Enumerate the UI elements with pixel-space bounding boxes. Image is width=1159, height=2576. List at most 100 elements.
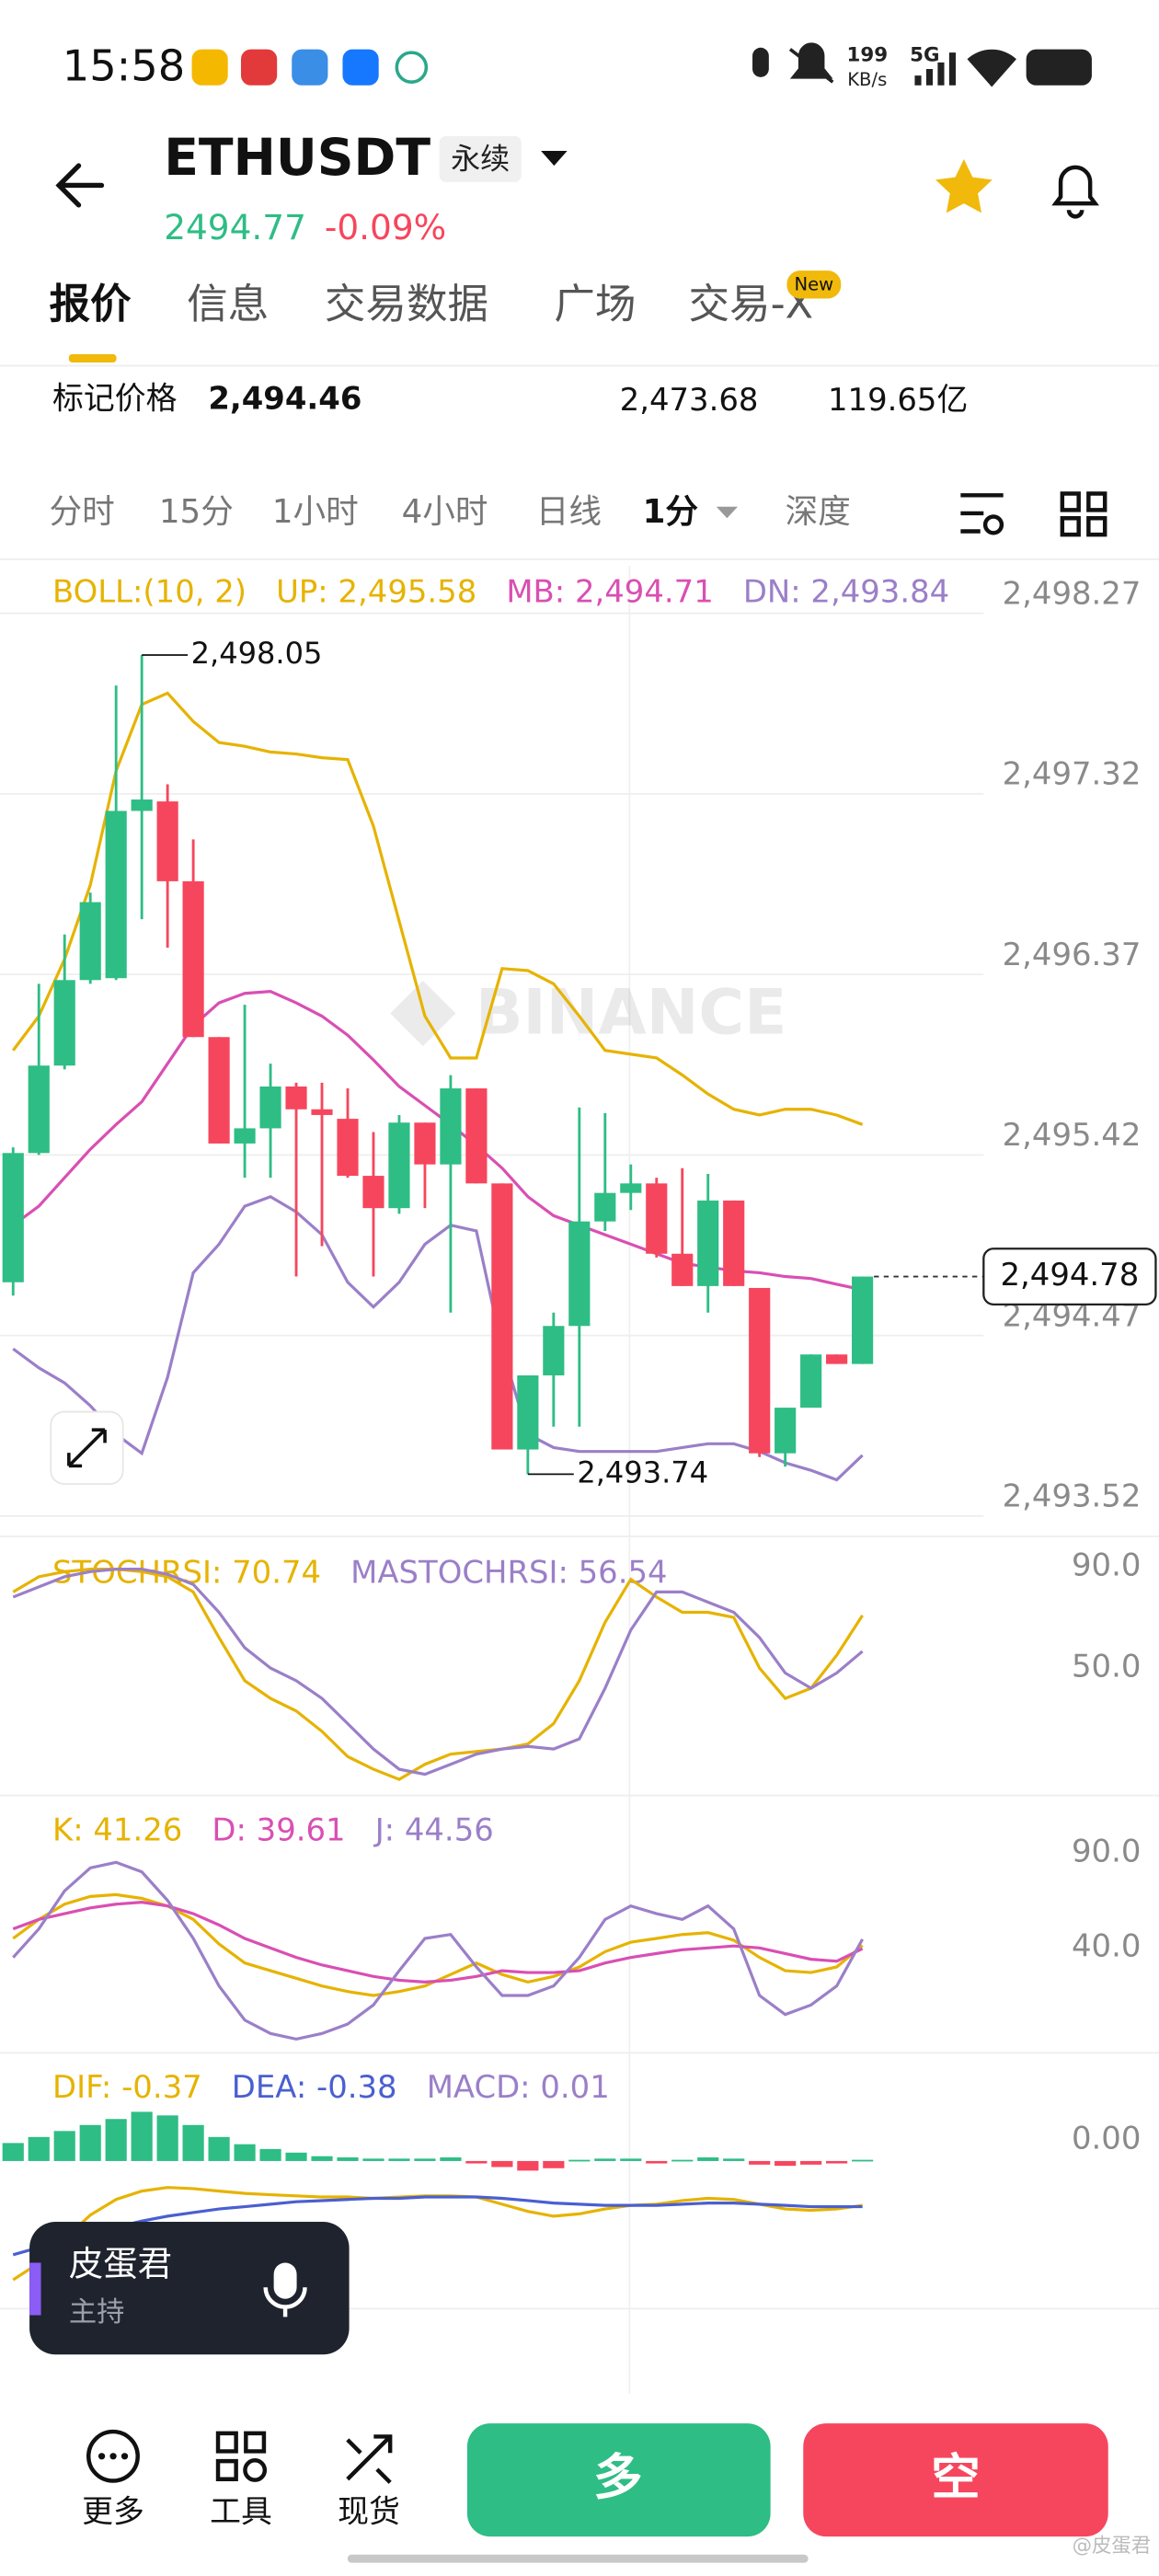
host-mic-stand (263, 2287, 307, 2317)
contract-badge (439, 136, 522, 182)
histogram-bar (337, 2157, 359, 2161)
candle-body (723, 1200, 745, 1286)
symbol-dropdown[interactable] (541, 151, 568, 167)
interval[interactable]: 1小时 (272, 493, 359, 531)
histogram-bar (79, 2124, 101, 2161)
interval[interactable]: 日线 (536, 493, 602, 531)
y-tick-label: 2,496.37 (1003, 937, 1142, 972)
app-icon (191, 49, 228, 86)
histogram-bar (465, 2160, 488, 2164)
candle-body (594, 1192, 616, 1222)
candle-body (671, 1253, 694, 1286)
signal-icon (914, 52, 957, 86)
series-line (12, 1900, 864, 1984)
spot-icon[interactable] (346, 2434, 393, 2484)
contract-type: 永续 (451, 142, 510, 177)
y-tick-label: 2,493.52 (1003, 1478, 1142, 1514)
host-name: 皮蛋君 (69, 2244, 172, 2284)
candle-body (131, 799, 153, 811)
histogram-bar (208, 2136, 230, 2161)
more-icon[interactable] (86, 2429, 140, 2483)
candle-body (440, 1088, 462, 1165)
y-tick-label: 50.0 (1072, 1649, 1141, 1685)
app-icon (240, 49, 278, 86)
y-tick-label: 90.0 (1072, 1833, 1141, 1869)
candle-body (852, 1276, 874, 1364)
short-button[interactable] (803, 2423, 1108, 2537)
histogram-bar (749, 2160, 771, 2165)
legend-item: K: 41.26 (52, 1811, 182, 1847)
series-line (12, 1194, 864, 1482)
tab[interactable]: 报价 (49, 280, 132, 328)
long-button[interactable] (466, 2423, 771, 2537)
tab[interactable]: 信息 (187, 280, 269, 328)
tab[interactable]: 广场 (554, 280, 636, 328)
histogram-bar (852, 2159, 874, 2162)
histogram-bar (620, 2158, 642, 2161)
interval[interactable]: 深度 (786, 493, 851, 531)
favorite-star[interactable] (935, 158, 993, 213)
candle-body (620, 1183, 642, 1193)
histogram-bar (182, 2124, 204, 2161)
y-tick-label: 2,498.27 (1003, 575, 1142, 611)
series-line (11, 691, 864, 1126)
candle-body (491, 1183, 513, 1450)
tab[interactable]: 交易数据 (325, 280, 488, 328)
app-icon (395, 51, 429, 84)
watermark-text: BINANCE (476, 976, 787, 1049)
candle-body (208, 1037, 230, 1144)
nav-label[interactable]: 现货 (338, 2494, 400, 2530)
series-line (12, 1860, 865, 2041)
histogram-bar (775, 2160, 797, 2167)
interval-selected[interactable]: 1分 (643, 493, 699, 531)
histogram-bar (440, 2157, 462, 2161)
histogram-bar (285, 2152, 307, 2161)
candle-body (568, 1221, 591, 1327)
last-price: 2494.77 (164, 207, 306, 247)
candle-body (285, 1086, 307, 1110)
candle-body (53, 980, 75, 1066)
histogram-bar (491, 2160, 513, 2168)
interval-dropdown[interactable] (716, 506, 738, 519)
legend-item: DN: 2,493.84 (743, 574, 949, 610)
histogram-bar (2, 2143, 24, 2161)
histogram-bar (671, 2159, 694, 2162)
legend-item: DIF: -0.37 (52, 2069, 202, 2105)
histogram-bar (362, 2158, 384, 2161)
app-icon (342, 49, 379, 86)
candle-body (105, 811, 127, 979)
low-label: 2,493.74 (577, 1455, 708, 1489)
interval[interactable]: 4小时 (402, 493, 488, 531)
interval[interactable]: 15分 (159, 493, 234, 531)
net-unit: KB/s (847, 69, 887, 90)
interval[interactable]: 分时 (49, 493, 114, 531)
long-label[interactable]: 多 (593, 2448, 642, 2506)
indicator-settings[interactable] (960, 493, 1004, 534)
host-mic[interactable] (273, 2262, 297, 2299)
y-tick-label: 90.0 (1072, 1547, 1141, 1582)
indicator-settings-gear (982, 514, 1004, 535)
candle-body (79, 902, 101, 981)
y-tick-label: 0.00 (1072, 2120, 1141, 2156)
back-button[interactable] (55, 163, 105, 208)
alert-bell[interactable] (1051, 165, 1099, 219)
tools-icon[interactable] (215, 2431, 267, 2481)
expand-icon (67, 1428, 107, 1468)
histogram-bar (131, 2111, 153, 2161)
nav-label[interactable]: 工具 (210, 2494, 272, 2530)
watermark: BINANCE (390, 976, 786, 1049)
mark-price-label: 标记价格 (52, 380, 178, 416)
layout-button[interactable] (1060, 491, 1107, 537)
histogram-bar (697, 2157, 719, 2161)
mark-price: 2,494.46 (208, 380, 361, 416)
histogram-bar (723, 2158, 745, 2161)
symbol: ETHUSDT (164, 129, 430, 188)
stat-value: 2,473.68 (620, 382, 759, 418)
host-card[interactable] (29, 2221, 350, 2355)
nav-label[interactable]: 更多 (82, 2494, 144, 2530)
wifi-icon (967, 49, 1016, 87)
candle-body (465, 1088, 488, 1184)
host-role: 主持 (69, 2296, 125, 2329)
short-label[interactable]: 空 (931, 2448, 980, 2506)
